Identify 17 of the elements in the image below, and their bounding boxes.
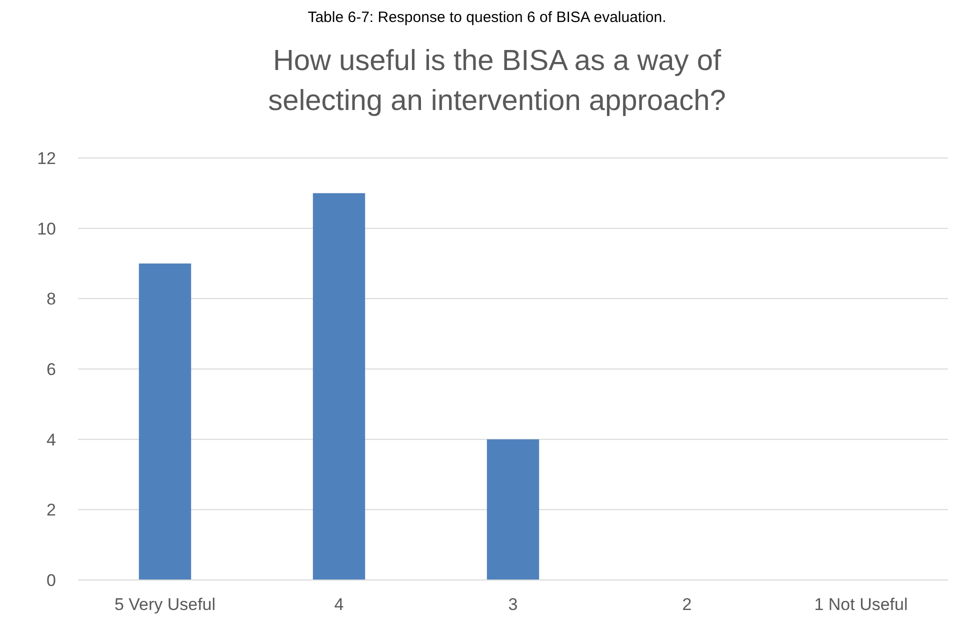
x-tick-label: 1 Not Useful bbox=[814, 595, 908, 614]
y-tick-label: 8 bbox=[46, 290, 56, 309]
bar bbox=[312, 193, 366, 580]
y-tick-label: 6 bbox=[46, 360, 56, 379]
chart-subtitle: Table 6-7: Response to question 6 of BISA evaluation. bbox=[308, 9, 666, 26]
x-tick-label: 3 bbox=[508, 595, 518, 614]
y-tick-label: 12 bbox=[37, 148, 56, 168]
bar bbox=[486, 439, 540, 580]
y-tick-label: 0 bbox=[46, 570, 56, 590]
chart-title: How useful is the BISA as a way of selecting an intervention approach? bbox=[268, 45, 726, 117]
x-tick-label: 5 Very Useful bbox=[114, 595, 216, 614]
bar bbox=[138, 264, 192, 580]
y-tick-label: 10 bbox=[37, 219, 56, 238]
y-tick-label: 2 bbox=[46, 500, 56, 520]
y-tick-label: 4 bbox=[46, 430, 56, 450]
x-tick-label: 2 bbox=[682, 595, 692, 614]
x-tick-label: 4 bbox=[334, 595, 344, 614]
